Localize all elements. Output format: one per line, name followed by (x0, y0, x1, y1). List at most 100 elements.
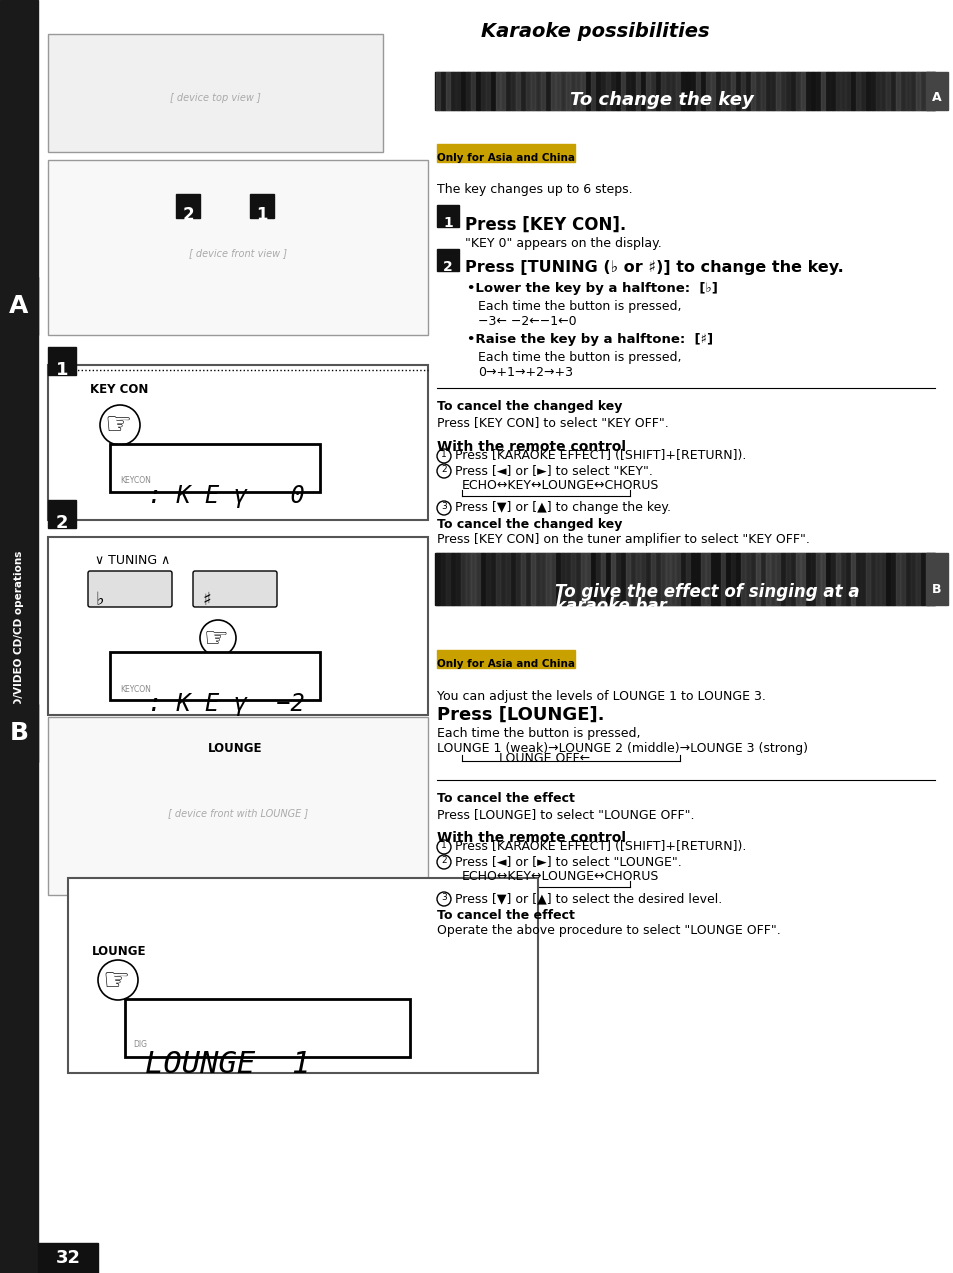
Bar (505, 552, 510, 605)
Text: LOUNGE OFF←: LOUNGE OFF← (499, 752, 590, 765)
Bar (775, 552, 780, 605)
Bar (536, 552, 539, 605)
Bar (451, 552, 455, 605)
Text: Only for Asia and China: Only for Asia and China (436, 659, 575, 670)
Bar (511, 73, 515, 109)
Bar (685, 73, 689, 109)
Bar (616, 73, 619, 109)
Bar (656, 552, 659, 605)
Bar (480, 73, 484, 109)
Bar (551, 73, 555, 109)
Text: B: B (931, 583, 941, 596)
Bar (456, 73, 459, 109)
Bar (436, 205, 458, 227)
Text: 1: 1 (440, 841, 446, 850)
Text: : K E ү   0: : K E ү 0 (148, 484, 304, 508)
Bar (440, 73, 444, 109)
Bar (685, 552, 689, 605)
Text: To cancel the changed key: To cancel the changed key (436, 400, 621, 412)
Bar (590, 73, 595, 109)
Bar (745, 552, 749, 605)
Bar (48, 160, 428, 335)
Bar (861, 552, 864, 605)
Bar (885, 552, 889, 605)
Bar (491, 73, 495, 109)
Text: Only for Asia and China: Only for Asia and China (436, 153, 575, 163)
Bar (910, 73, 914, 109)
Bar (670, 73, 675, 109)
Bar (616, 552, 619, 605)
Bar (48, 365, 428, 519)
Text: KEYCON: KEYCON (120, 476, 151, 485)
Text: ECHO↔KEY↔LOUNGE↔CHORUS: ECHO↔KEY↔LOUNGE↔CHORUS (461, 869, 659, 883)
Bar (760, 552, 764, 605)
Bar (491, 552, 495, 605)
Text: ∨ TUNING ∧: ∨ TUNING ∧ (95, 554, 170, 566)
Bar (735, 73, 740, 109)
Bar (440, 552, 444, 605)
Bar (556, 552, 559, 605)
Text: KEYCON: KEYCON (120, 685, 151, 694)
Text: ☞: ☞ (102, 967, 130, 995)
Text: 2: 2 (182, 206, 193, 224)
Bar (545, 73, 550, 109)
Text: DIG: DIG (132, 1040, 147, 1049)
Text: To cancel the changed key: To cancel the changed key (436, 518, 621, 531)
Text: : K E ү  −2: : K E ү −2 (148, 693, 304, 715)
Bar (496, 552, 499, 605)
Bar (476, 73, 479, 109)
Text: You can adjust the levels of LOUNGE 1 to LOUNGE 3.: You can adjust the levels of LOUNGE 1 to… (436, 690, 765, 703)
Bar (855, 552, 859, 605)
Text: To give the effect of singing at a: To give the effect of singing at a (555, 583, 859, 601)
Text: Each time the button is pressed,: Each time the button is pressed, (477, 300, 680, 313)
Bar (636, 552, 639, 605)
Bar (610, 552, 615, 605)
Bar (571, 73, 575, 109)
Bar (250, 193, 274, 218)
Text: 2: 2 (55, 514, 69, 532)
Bar (900, 552, 904, 605)
Bar (805, 73, 809, 109)
Bar (890, 73, 894, 109)
Bar (460, 552, 464, 605)
Text: 2: 2 (442, 260, 453, 274)
Bar (446, 73, 450, 109)
Bar (545, 552, 550, 605)
Bar (930, 552, 934, 605)
Bar (810, 552, 814, 605)
Bar (765, 73, 769, 109)
Bar (511, 552, 515, 605)
Bar (590, 552, 595, 605)
Text: Karaoke possibilities: Karaoke possibilities (480, 22, 709, 41)
Bar (540, 73, 544, 109)
FancyBboxPatch shape (88, 572, 172, 607)
Bar (435, 73, 934, 109)
Bar (920, 552, 924, 605)
Text: 32: 32 (55, 1249, 80, 1267)
Circle shape (100, 405, 140, 446)
Text: Press [▼] or [▲] to change the key.: Press [▼] or [▲] to change the key. (455, 502, 670, 514)
Bar (560, 73, 564, 109)
Bar (690, 73, 695, 109)
Bar (755, 73, 760, 109)
Bar (890, 552, 894, 605)
Bar (850, 73, 854, 109)
Bar (841, 552, 844, 605)
Bar (781, 552, 784, 605)
Bar (656, 73, 659, 109)
Bar (861, 73, 864, 109)
Bar (925, 552, 929, 605)
Bar (436, 651, 575, 668)
Bar (730, 552, 734, 605)
Bar (775, 73, 780, 109)
Bar (38, 1242, 98, 1273)
Bar (471, 552, 475, 605)
Bar (500, 552, 504, 605)
Bar (456, 552, 459, 605)
Bar (710, 552, 714, 605)
Text: Press [KARAOKE EFFECT] ([SHIFT]+[RETURN]).: Press [KARAOKE EFFECT] ([SHIFT]+[RETURN]… (455, 449, 745, 462)
Bar (600, 73, 604, 109)
Bar (576, 73, 579, 109)
Text: Press [KEY CON] on the tuner amplifier to select "KEY OFF".: Press [KEY CON] on the tuner amplifier t… (436, 533, 809, 546)
Bar (520, 552, 524, 605)
